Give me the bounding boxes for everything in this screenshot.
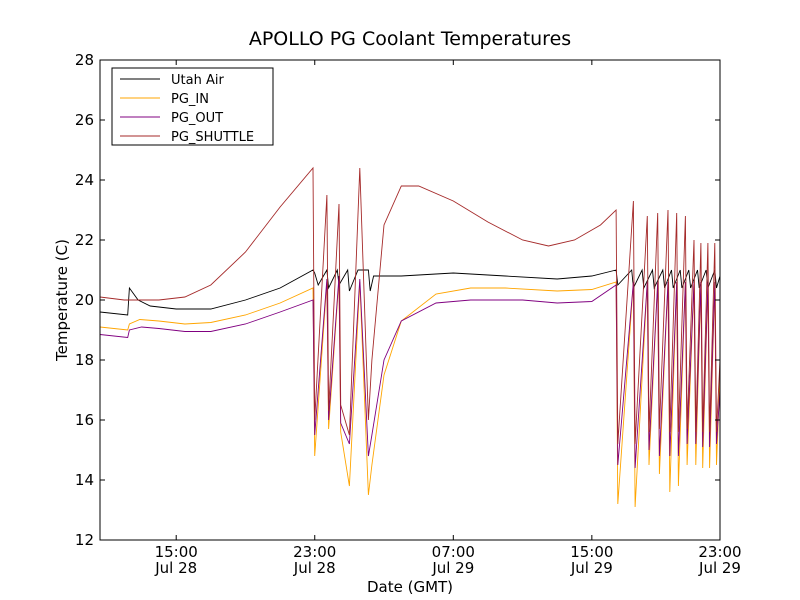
x-tick-date-label: Jul 28 xyxy=(293,559,336,577)
legend-label: PG_SHUTTLE xyxy=(171,130,254,145)
chart-title: APOLLO PG Coolant Temperatures xyxy=(249,28,571,50)
y-tick-label: 12 xyxy=(75,531,94,549)
legend: Utah Air PG_IN PG_OUT PG_SHUTTLE xyxy=(111,67,274,146)
series-line-pg-in xyxy=(100,278,720,508)
y-tick-label: 26 xyxy=(75,111,94,129)
y-tick-label: 14 xyxy=(75,471,94,489)
y-tick-label: 24 xyxy=(75,171,94,189)
x-tick-time-label: 23:00 xyxy=(698,543,741,561)
x-tick-time-label: 07:00 xyxy=(432,543,475,561)
series-line-pg-shuttle xyxy=(100,166,720,445)
y-tick-label: 20 xyxy=(75,291,94,309)
x-tick-time-label: 15:00 xyxy=(155,543,198,561)
y-tick-label: 22 xyxy=(75,231,94,249)
x-tick-date-label: Jul 28 xyxy=(154,559,197,577)
x-tick-date-label: Jul 29 xyxy=(698,559,741,577)
x-tick-time-label: 15:00 xyxy=(570,543,613,561)
legend-label: PG_IN xyxy=(171,92,209,107)
x-tick-date-label: Jul 29 xyxy=(570,559,613,577)
x-tick-time-label: 23:00 xyxy=(293,543,336,561)
series-lines xyxy=(100,166,720,508)
series-line-utah-air xyxy=(100,268,720,316)
legend-label: PG_OUT xyxy=(171,111,223,126)
y-tick-label: 18 xyxy=(75,351,94,369)
y-tick-label: 16 xyxy=(75,411,94,429)
x-axis-label: Date (GMT) xyxy=(367,578,453,596)
legend-label: Utah Air xyxy=(171,73,224,88)
legend-box xyxy=(111,67,274,146)
y-tick-label: 28 xyxy=(75,51,94,69)
y-axis-label: Temperature (C) xyxy=(53,239,71,362)
x-tick-date-label: Jul 29 xyxy=(431,559,474,577)
